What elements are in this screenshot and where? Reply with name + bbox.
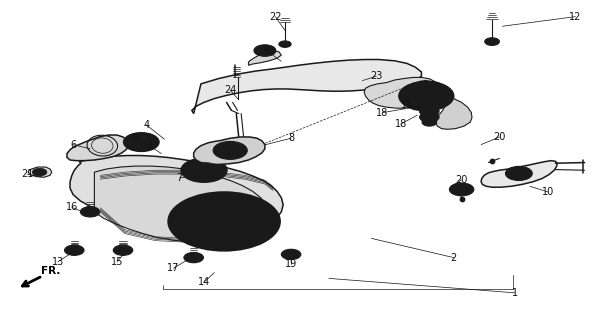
Circle shape (420, 106, 439, 116)
Text: 14: 14 (198, 277, 210, 287)
Ellipse shape (124, 133, 159, 151)
Text: 7: 7 (177, 172, 183, 183)
Polygon shape (192, 60, 421, 114)
Text: 20: 20 (456, 175, 468, 185)
Polygon shape (194, 137, 265, 164)
Circle shape (65, 245, 84, 255)
Circle shape (168, 192, 280, 251)
Text: 9: 9 (264, 45, 270, 56)
Point (487, 158, 497, 163)
Circle shape (80, 207, 100, 217)
Circle shape (420, 112, 439, 122)
Circle shape (505, 166, 532, 180)
Text: 18: 18 (395, 119, 407, 129)
Text: 6: 6 (70, 140, 76, 150)
Text: 8: 8 (288, 133, 294, 143)
Text: 17: 17 (167, 263, 180, 273)
Text: 20: 20 (493, 132, 505, 142)
Polygon shape (481, 161, 557, 187)
Circle shape (181, 199, 267, 244)
Polygon shape (28, 167, 52, 177)
Text: 19: 19 (285, 259, 297, 269)
Circle shape (279, 41, 291, 47)
Text: 24: 24 (224, 85, 236, 95)
Text: 13: 13 (52, 257, 64, 267)
Text: 21: 21 (21, 169, 33, 180)
Text: FR.: FR. (41, 266, 61, 276)
Circle shape (195, 206, 253, 237)
Text: 4: 4 (143, 120, 149, 130)
Text: 3: 3 (146, 140, 152, 151)
Text: 1: 1 (512, 288, 518, 298)
Circle shape (399, 82, 454, 110)
Polygon shape (67, 135, 128, 161)
Circle shape (449, 183, 474, 196)
Circle shape (422, 118, 437, 126)
Ellipse shape (129, 136, 153, 148)
Circle shape (485, 38, 499, 45)
Circle shape (184, 252, 203, 263)
Circle shape (281, 249, 301, 260)
Polygon shape (364, 77, 440, 108)
Polygon shape (401, 81, 452, 111)
Polygon shape (435, 96, 472, 129)
Text: 18: 18 (376, 108, 389, 118)
Text: 5: 5 (131, 133, 137, 143)
Circle shape (213, 141, 247, 159)
Text: 2: 2 (451, 252, 457, 263)
Text: 15: 15 (111, 257, 123, 267)
Polygon shape (94, 166, 273, 243)
Polygon shape (70, 156, 283, 234)
Text: 22: 22 (269, 12, 281, 22)
Circle shape (181, 158, 227, 182)
Text: 16: 16 (66, 202, 78, 212)
Circle shape (254, 45, 276, 56)
Point (457, 196, 466, 202)
Circle shape (32, 168, 47, 176)
Text: 12: 12 (569, 12, 582, 22)
Polygon shape (248, 51, 281, 65)
Text: 23: 23 (370, 71, 382, 81)
Text: 10: 10 (542, 187, 554, 197)
Circle shape (407, 86, 446, 106)
Text: 11: 11 (401, 100, 413, 110)
Circle shape (113, 245, 133, 255)
